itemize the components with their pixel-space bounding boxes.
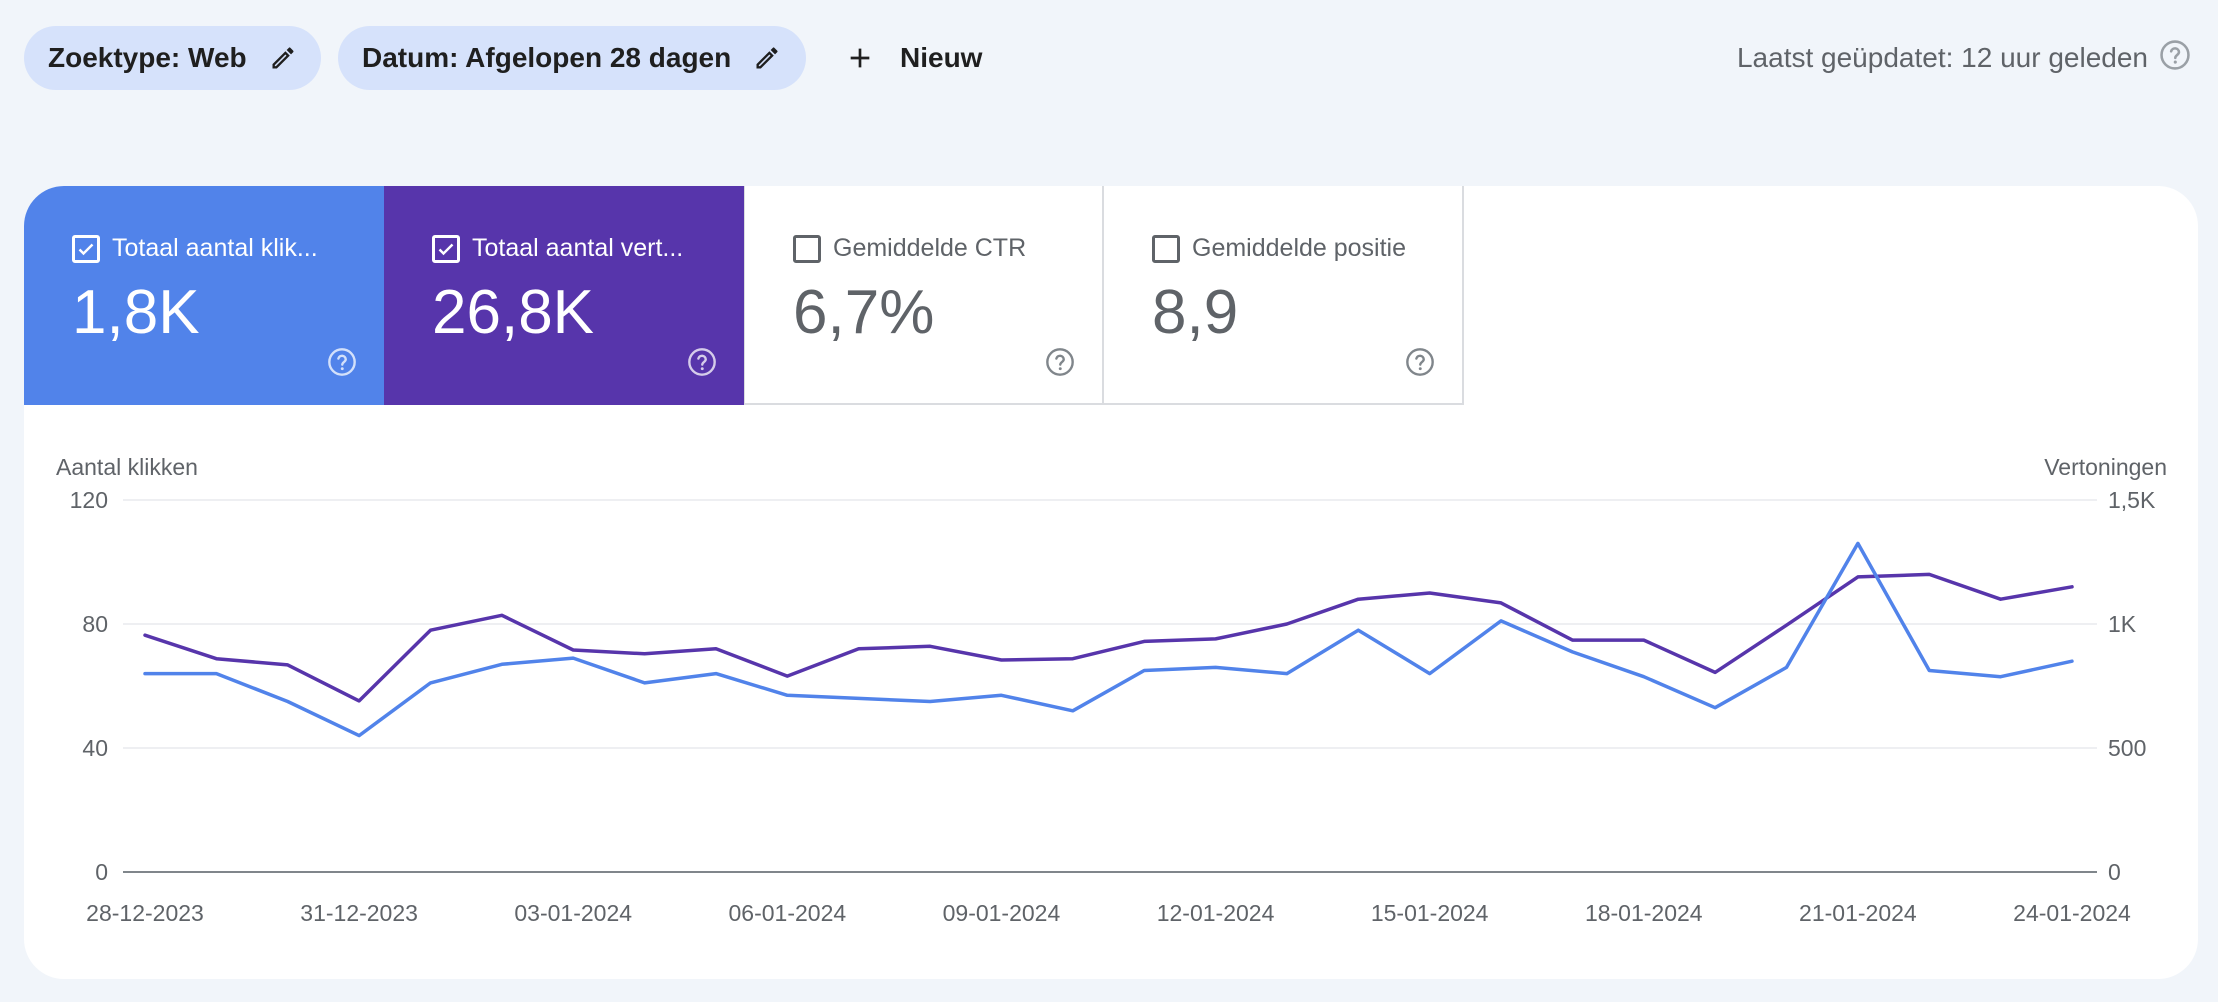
chart-series (143, 541, 2074, 738)
help-icon[interactable] (686, 346, 718, 378)
metric-total-impressions[interactable]: Totaal aantal vert... 26,8K (384, 186, 744, 405)
metric-label: Totaal aantal vert... (472, 234, 684, 262)
right-tick-label: 500 (2108, 735, 2146, 761)
x-tick-label: 31-12-2023 (300, 900, 418, 926)
x-tick-label: 15-01-2024 (1371, 900, 1489, 926)
x-tick-label: 24-01-2024 (2013, 900, 2131, 926)
metric-label: Gemiddelde CTR (833, 234, 1027, 262)
edit-pencil-icon (753, 43, 781, 73)
metric-tabs: Totaal aantal klik... 1,8K Totaal aantal… (24, 186, 1464, 405)
left-tick-label: 0 (95, 859, 108, 885)
x-tick-label: 28-12-2023 (86, 900, 204, 926)
metric-label: Gemiddelde positie (1192, 234, 1407, 262)
help-icon[interactable] (2158, 38, 2192, 79)
last-updated-status: Laatst geüpdatet: 12 uur geleden (1737, 26, 2192, 90)
date-filter-chip[interactable]: Datum: Afgelopen 28 dagen (338, 26, 806, 90)
right-tick-label: 1,5K (2108, 487, 2156, 513)
new-filter-label: Nieuw (900, 42, 983, 73)
search-type-filter-label: Zoektype: Web (48, 42, 247, 73)
right-tick-label: 1K (2108, 611, 2137, 637)
metric-value: 26,8K (432, 278, 595, 347)
help-icon[interactable] (1044, 346, 1076, 378)
chart-ticks: 0 0 40 500 80 1K 120 1,5K 28-12-2023 31-12-2023 03… (70, 487, 2156, 926)
help-icon[interactable] (326, 346, 358, 378)
metric-value: 8,9 (1152, 278, 1239, 347)
x-tick-label: 21-01-2024 (1799, 900, 1917, 926)
right-axis-title: Vertoningen (2044, 454, 2167, 480)
plus-icon (840, 38, 880, 78)
metric-value: 6,7% (793, 278, 935, 347)
checkbox-unchecked-icon[interactable] (1152, 234, 1180, 263)
left-axis-title: Aantal klikken (56, 454, 198, 480)
checkbox-checked-icon[interactable] (72, 234, 100, 263)
x-tick-label: 12-01-2024 (1157, 900, 1275, 926)
edit-pencil-icon (269, 43, 297, 73)
checkbox-unchecked-icon[interactable] (793, 234, 821, 263)
left-tick-label: 40 (82, 735, 108, 761)
checkbox-checked-icon[interactable] (432, 234, 460, 263)
date-filter-label: Datum: Afgelopen 28 dagen (362, 42, 732, 73)
series-line-impressions[interactable] (143, 572, 2074, 703)
x-tick-label: 06-01-2024 (729, 900, 847, 926)
metric-value: 1,8K (72, 278, 200, 347)
x-tick-label: 09-01-2024 (943, 900, 1061, 926)
metric-average-ctr[interactable]: Gemiddelde CTR 6,7% (744, 186, 1104, 405)
new-filter-button[interactable]: Nieuw (840, 26, 982, 90)
chart-grid (123, 499, 2097, 873)
metric-average-position[interactable]: Gemiddelde positie 8,9 (1104, 186, 1464, 405)
x-tick-label: 03-01-2024 (514, 900, 632, 926)
right-tick-label: 0 (2108, 859, 2121, 885)
metric-label: Totaal aantal klik... (112, 234, 318, 262)
search-type-filter-chip[interactable]: Zoektype: Web (24, 26, 321, 90)
x-tick-label: 18-01-2024 (1585, 900, 1703, 926)
last-updated-text: Laatst geüpdatet: 12 uur geleden (1736, 42, 2148, 73)
left-tick-label: 80 (82, 611, 108, 637)
help-icon[interactable] (1404, 346, 1436, 378)
metric-total-clicks[interactable]: Totaal aantal klik... 1,8K (24, 186, 384, 405)
left-tick-label: 120 (70, 487, 108, 513)
series-line-clicks[interactable] (143, 541, 2074, 738)
